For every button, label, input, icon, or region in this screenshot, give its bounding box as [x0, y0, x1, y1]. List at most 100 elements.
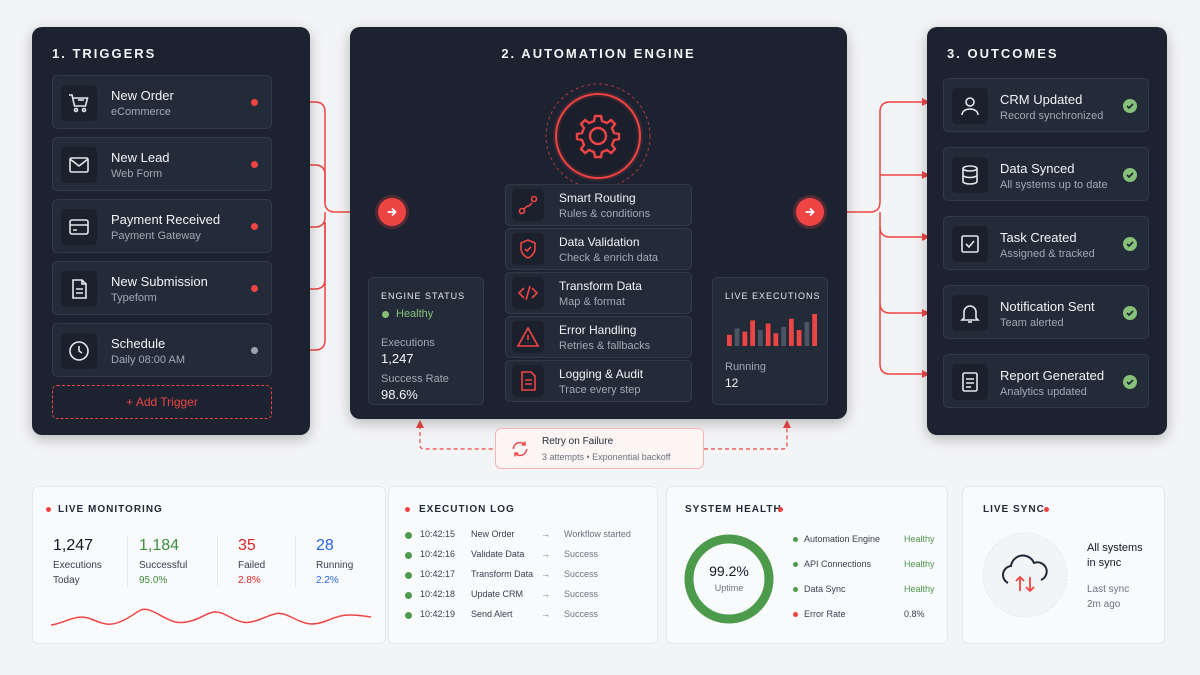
- outcome-notification-sent[interactable]: Notification Sent Team alerted: [943, 285, 1149, 339]
- health-dot: [793, 612, 798, 617]
- trigger-schedule[interactable]: Schedule Daily 08:00 AM: [52, 323, 272, 377]
- step-smart-routing[interactable]: Smart Routing Rules & conditions: [505, 184, 692, 226]
- log-task: Validate Data: [471, 549, 525, 559]
- step-logging-audit[interactable]: Logging & Audit Trace every step: [505, 360, 692, 402]
- triggers-panel: 1. TRIGGERS New Order eCommerce New Lead…: [32, 27, 310, 435]
- step-transform-data[interactable]: Transform Data Map & format: [505, 272, 692, 314]
- trigger-subtitle: Daily 08:00 AM: [111, 354, 185, 366]
- execution-bar: [734, 328, 740, 346]
- log-status-dot: [405, 572, 412, 579]
- log-task: New Order: [471, 529, 515, 539]
- log-row: 10:42:15 New Order → Workflow started: [405, 529, 665, 543]
- trigger-title: New Submission: [111, 274, 208, 289]
- outcome-task-created[interactable]: Task Created Assigned & tracked: [943, 216, 1149, 270]
- trigger-new-order[interactable]: New Order eCommerce: [52, 75, 272, 129]
- outcome-report-generated[interactable]: Report Generated Analytics updated: [943, 354, 1149, 408]
- outcome-subtitle: Analytics updated: [1000, 386, 1087, 398]
- bell-icon: [952, 295, 988, 331]
- user-icon: [952, 88, 988, 124]
- execution-bar: [758, 330, 763, 346]
- health-status: Healthy: [904, 559, 935, 569]
- retry-title: Retry on Failure: [542, 436, 614, 447]
- engine-status-card: ENGINE STATUS Healthy Executions 1,247 S…: [368, 277, 484, 405]
- log-status-dot: [405, 592, 412, 599]
- arrow-icon: →: [541, 529, 550, 539]
- health-status: Healthy: [904, 534, 935, 544]
- outcome-data-synced[interactable]: Data Synced All systems up to date: [943, 147, 1149, 201]
- live-dot: [778, 507, 783, 512]
- outcome-subtitle: Team alerted: [1000, 317, 1064, 329]
- log-status-dot: [405, 612, 412, 619]
- live-dot: [405, 507, 410, 512]
- trigger-title: Schedule: [111, 336, 166, 351]
- health-row: Error Rate 0.8%: [793, 609, 939, 623]
- status-dot: [251, 99, 258, 106]
- execution-bar: [765, 323, 771, 346]
- check-icon: [1123, 99, 1137, 113]
- retry-subtitle: 3 attempts • Exponential backoff: [542, 452, 671, 462]
- outcomes-panel: 3. OUTCOMES CRM Updated Record synchroni…: [927, 27, 1167, 435]
- log-row: 10:42:19 Send Alert → Success: [405, 609, 665, 623]
- health-name: API Connections: [804, 559, 872, 569]
- trigger-title: New Order: [111, 88, 174, 103]
- log-task: Send Alert: [471, 609, 513, 619]
- trigger-payment-received[interactable]: Payment Received Payment Gateway: [52, 199, 272, 253]
- check-icon: [1123, 375, 1137, 389]
- trigger-subtitle: eCommerce: [111, 106, 171, 118]
- running-label: Running: [725, 361, 766, 373]
- outcome-crm-updated[interactable]: CRM Updated Record synchronized: [943, 78, 1149, 132]
- health-dot: [793, 562, 798, 567]
- document-icon: [61, 271, 97, 307]
- stat-value: 28: [316, 537, 334, 554]
- activity-sparkline: [51, 608, 371, 626]
- sync-line-1: All systems: [1087, 542, 1143, 554]
- step-subtitle: Check & enrich data: [559, 252, 659, 264]
- execution-bar: [789, 318, 794, 346]
- trigger-subtitle: Typeform: [111, 292, 157, 304]
- output-arrow-node: [796, 198, 824, 226]
- divider: [127, 537, 128, 587]
- outcome-title: Data Synced: [1000, 161, 1075, 176]
- uptime-value: 99.2%: [709, 563, 749, 579]
- divider: [217, 537, 218, 587]
- log-title: EXECUTION LOG: [419, 504, 515, 515]
- uptime-donut: [684, 534, 774, 624]
- stat-sub: 2.8%: [238, 575, 261, 586]
- engine-state: Healthy: [396, 308, 434, 320]
- trigger-subtitle: Payment Gateway: [111, 230, 201, 242]
- log-icon: [512, 365, 544, 397]
- stat-value: 1,247: [53, 537, 94, 554]
- trigger-new-lead[interactable]: New Lead Web Form: [52, 137, 272, 191]
- log-row: 10:42:16 Validate Data → Success: [405, 549, 665, 563]
- outcome-title: Report Generated: [1000, 368, 1105, 383]
- step-data-validation[interactable]: Data Validation Check & enrich data: [505, 228, 692, 270]
- step-error-handling[interactable]: Error Handling Retries & fallbacks: [505, 316, 692, 358]
- last-sync-value: 2m ago: [1087, 599, 1121, 610]
- trigger-new-submission[interactable]: New Submission Typeform: [52, 261, 272, 315]
- health-name: Data Sync: [804, 584, 846, 594]
- log-result: Success: [564, 569, 599, 579]
- status-dot: [251, 161, 258, 168]
- check-icon: [1123, 168, 1137, 182]
- execution-bar: [812, 314, 817, 346]
- stat-successful: 1,184 Successful 95.0%: [139, 537, 219, 586]
- shield-check-icon: [512, 233, 544, 265]
- log-row: 10:42:17 Transform Data → Success: [405, 569, 665, 583]
- trigger-subtitle: Web Form: [111, 168, 163, 180]
- add-trigger-button[interactable]: + Add Trigger: [52, 385, 272, 419]
- retry-on-failure-box[interactable]: Retry on Failure 3 attempts • Exponentia…: [495, 428, 704, 469]
- outcome-subtitle: Assigned & tracked: [1000, 248, 1095, 260]
- step-title: Error Handling: [559, 323, 637, 337]
- execution-bar: [742, 331, 748, 346]
- sync-title: LIVE SYNC: [983, 504, 1045, 515]
- live-executions-card: LIVE EXECUTIONS Running 12: [712, 277, 828, 405]
- step-title: Smart Routing: [559, 191, 636, 205]
- healthy-dot: [382, 311, 389, 318]
- execution-log-card: EXECUTION LOG 10:42:15 New Order → Workf…: [388, 486, 658, 644]
- outcome-title: Notification Sent: [1000, 299, 1095, 314]
- arrow-icon: →: [541, 609, 550, 619]
- stat-value: 35: [238, 537, 256, 554]
- executions-label: Executions: [381, 337, 435, 349]
- stat-sub: Today: [53, 575, 80, 586]
- uptime-arc: [684, 534, 774, 624]
